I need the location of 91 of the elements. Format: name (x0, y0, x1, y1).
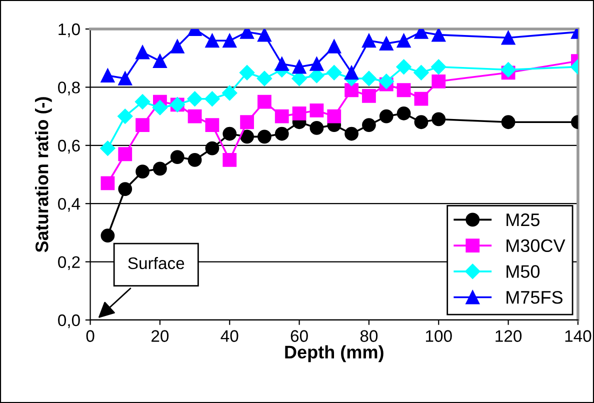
point (118, 182, 132, 196)
legend-label: M25 (506, 213, 540, 226)
point (396, 34, 411, 48)
point (204, 91, 220, 106)
point (100, 140, 116, 156)
point (362, 88, 376, 103)
point (222, 85, 238, 101)
x-tick-label: 40 (220, 330, 238, 342)
point (222, 34, 237, 48)
point (414, 115, 428, 130)
point (187, 91, 202, 106)
point (152, 100, 168, 116)
point (344, 126, 358, 141)
point (118, 108, 133, 124)
point (396, 83, 411, 98)
point (136, 45, 150, 60)
point (414, 65, 429, 80)
point (205, 141, 220, 156)
point (188, 109, 202, 124)
point (258, 29, 272, 42)
point (344, 83, 358, 98)
point (396, 106, 411, 120)
point (240, 130, 254, 144)
point (310, 121, 324, 135)
point (379, 109, 394, 124)
point (258, 130, 272, 144)
point (310, 56, 324, 71)
point (432, 112, 446, 126)
y-tick-label: 0,0 (58, 314, 80, 328)
y-tick-label: 0,2 (58, 256, 80, 270)
point (118, 72, 132, 86)
point (100, 228, 115, 243)
point (327, 40, 342, 54)
point (240, 115, 254, 130)
point (274, 126, 289, 141)
legend-label: M75FS (506, 290, 562, 304)
x-tick-label: 100 (426, 330, 452, 342)
point (379, 36, 394, 51)
point (327, 109, 342, 124)
y-tick-label: 0,4 (58, 198, 80, 212)
point (378, 74, 394, 89)
x-tick-label: 0 (86, 330, 94, 342)
point (292, 60, 306, 74)
point (222, 153, 237, 167)
point (326, 65, 342, 80)
point (432, 29, 446, 42)
point (136, 164, 150, 179)
point (256, 70, 272, 86)
x-tick-label: 20 (152, 330, 169, 342)
point (188, 153, 202, 167)
point (432, 74, 446, 88)
x-tick-label: 120 (496, 330, 522, 342)
point (100, 176, 115, 190)
point (100, 68, 115, 83)
point (292, 106, 306, 120)
point (396, 59, 412, 74)
point (344, 66, 358, 80)
point (134, 94, 150, 110)
legend-label: M30CV (506, 239, 566, 252)
y-axis-title: Saturation ratio (-) (35, 97, 52, 252)
point (170, 40, 184, 54)
point (310, 104, 324, 118)
point (205, 34, 220, 48)
point (274, 56, 289, 71)
point (274, 109, 289, 124)
point (153, 162, 167, 176)
y-tick-label: 0,6 (58, 140, 80, 154)
point (362, 118, 376, 132)
y-tick-label: 1,0 (58, 23, 80, 38)
x-tick-label: 140 (565, 330, 592, 342)
point (136, 118, 150, 132)
x-tick-label: 60 (290, 330, 308, 342)
point (170, 150, 184, 164)
y-tick-label: 0,8 (58, 82, 80, 96)
point (205, 118, 220, 132)
point (431, 59, 446, 74)
point (362, 34, 376, 48)
point (153, 54, 167, 68)
point (414, 92, 428, 106)
point (361, 70, 377, 86)
point (258, 94, 272, 109)
x-axis-title: Depth (mm) (285, 345, 384, 362)
point (239, 65, 255, 80)
annotation: Surface (128, 256, 184, 270)
point (118, 147, 132, 162)
point (222, 126, 237, 141)
x-tick-label: 80 (360, 330, 378, 342)
legend-label: M50 (506, 265, 540, 278)
point (500, 62, 516, 78)
point (501, 30, 516, 45)
point (501, 115, 516, 130)
